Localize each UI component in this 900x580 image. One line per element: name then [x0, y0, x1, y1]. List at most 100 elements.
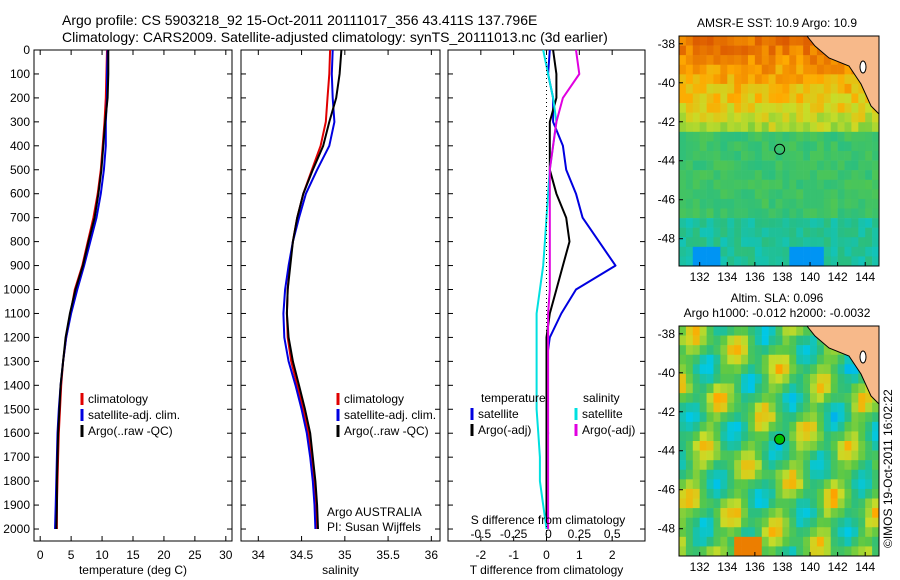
map-cell	[789, 326, 797, 336]
map-cell	[734, 373, 742, 384]
map-cell	[830, 431, 838, 442]
map-cell	[713, 189, 721, 200]
map-cell	[775, 93, 783, 104]
map-cell	[713, 93, 721, 104]
map-cell	[830, 93, 838, 104]
salinity-panel: 34 34.5 35 35.5 36 salinity climatology satelli…	[240, 49, 441, 577]
map-cell	[837, 546, 845, 557]
map-cell	[830, 364, 838, 375]
map-cell	[823, 546, 832, 557]
x-tick-label: 35.5	[376, 548, 400, 562]
map-cell	[713, 198, 721, 209]
map-cell	[830, 508, 838, 518]
map-cell	[741, 151, 749, 161]
map-cell	[685, 431, 694, 442]
map-cell	[768, 460, 776, 471]
map-cell	[830, 393, 838, 403]
map-cell	[844, 189, 852, 200]
map-cell	[796, 189, 804, 200]
map-cell	[837, 373, 845, 384]
map-cell	[775, 45, 783, 56]
map-cell	[782, 93, 790, 104]
map-cell	[872, 131, 880, 142]
map-cell	[706, 246, 714, 257]
map-cell	[844, 160, 852, 171]
map-cell	[782, 460, 790, 471]
map-cell	[734, 546, 742, 557]
map-cell	[727, 450, 735, 461]
map-cell	[782, 364, 790, 375]
map-cell	[823, 170, 832, 181]
map-cell	[734, 227, 742, 238]
map-cell	[727, 536, 735, 547]
map-cell	[692, 256, 700, 267]
map-cell	[761, 508, 769, 518]
map-cell	[679, 383, 687, 394]
map-cell	[844, 227, 852, 238]
map-cell	[747, 246, 756, 257]
map-cell	[761, 488, 769, 499]
map-cell	[837, 412, 845, 423]
map-cell	[754, 112, 763, 123]
map-cell	[713, 479, 721, 490]
map-cell	[851, 103, 859, 113]
map-cell	[754, 412, 763, 423]
map-cell	[782, 335, 790, 346]
map-cell	[775, 237, 783, 248]
y-tick-label: 400	[10, 139, 30, 153]
map-cell	[775, 498, 783, 509]
sla-map-subtitle: Argo h1000: -0.012 h2000: -0.0032	[684, 306, 871, 320]
map-cell	[803, 122, 811, 133]
map-cell	[837, 536, 845, 547]
map-cell	[754, 170, 763, 181]
map-cell	[789, 527, 797, 538]
map-cell	[782, 412, 790, 423]
map-cell	[747, 479, 756, 490]
map-cell	[823, 141, 832, 152]
map-cell	[727, 103, 735, 113]
map-cell	[754, 364, 763, 375]
map-cell	[775, 179, 783, 190]
top-tick-label: 0	[545, 527, 552, 541]
map-cell	[706, 402, 714, 413]
map-cell	[789, 536, 797, 547]
map-cell	[734, 93, 742, 104]
map-cell	[761, 189, 769, 200]
map-cell	[747, 218, 756, 228]
map-cell	[810, 218, 818, 228]
map-cell	[754, 508, 763, 518]
map-cell	[706, 373, 714, 384]
map-cell	[816, 450, 825, 461]
map-cell	[692, 198, 700, 209]
map-cell	[734, 103, 742, 113]
map-cell	[754, 55, 763, 66]
map-cell	[747, 546, 756, 557]
map-cell	[782, 112, 790, 123]
x-tick-label: 35	[338, 548, 352, 562]
map-cell	[692, 402, 700, 413]
map-cell	[720, 460, 728, 471]
map-cell	[830, 189, 838, 200]
map-cell	[810, 170, 818, 181]
map-cell	[796, 246, 804, 257]
map-cell	[713, 151, 721, 161]
map-cell	[754, 256, 763, 267]
map-cell	[734, 441, 742, 451]
map-cell	[706, 151, 714, 161]
map-cell	[837, 256, 845, 267]
map-cell	[851, 170, 859, 181]
map-cell	[865, 122, 873, 133]
map-cell	[851, 402, 859, 413]
y-tick-label: 1200	[3, 330, 30, 344]
map-cell	[775, 55, 783, 66]
map-cell	[844, 364, 852, 375]
map-cell	[741, 498, 749, 509]
map-cell	[699, 527, 707, 538]
map-cell	[685, 227, 694, 238]
map-cell	[796, 160, 804, 171]
x-tick-label: 30	[219, 548, 233, 562]
map-cell	[720, 364, 728, 375]
map-cell	[803, 498, 811, 509]
map-cell	[741, 527, 749, 538]
map-cell	[851, 508, 859, 518]
